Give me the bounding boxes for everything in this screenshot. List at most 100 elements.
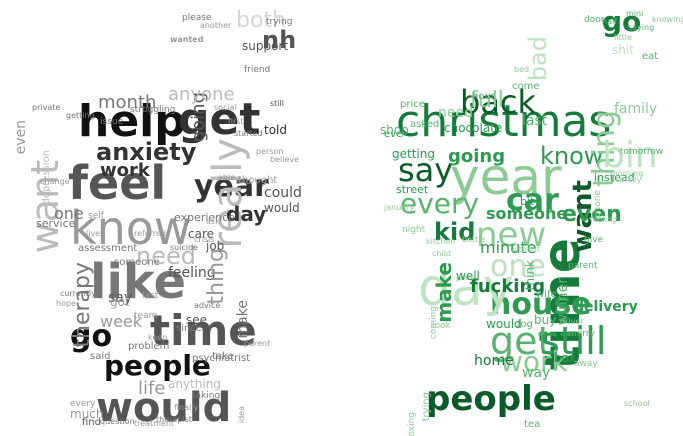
cloud-word: self	[88, 211, 104, 221]
cloud-word: please	[182, 13, 212, 23]
cloud-word: year	[450, 148, 562, 206]
cloud-word: getting	[66, 111, 95, 120]
cloud-word: box	[554, 351, 576, 365]
cloud-word: assessment	[78, 243, 138, 254]
cloud-word: got	[110, 295, 130, 309]
cloud-word: home	[474, 353, 514, 369]
cloud-word: support	[242, 39, 289, 53]
cloud-word: merry	[568, 329, 595, 339]
cloud-word: instead	[594, 171, 635, 184]
cloud-word: week	[100, 312, 143, 331]
cloud-word: trying	[421, 392, 432, 422]
cloud-word: told	[264, 123, 287, 137]
cloud-word: anyone	[168, 84, 235, 105]
cloud-word: morning	[610, 169, 644, 178]
cloud-word: tea	[524, 419, 541, 430]
cloud-word: fucking	[470, 276, 546, 297]
cloud-word: price	[400, 99, 425, 110]
cloud-word: bad	[524, 36, 552, 82]
cloud-word: issue	[100, 117, 124, 127]
cloud-word: asked	[410, 119, 440, 130]
cloud-word: minute	[480, 238, 537, 257]
cloud-word: boxing	[407, 412, 417, 436]
cloud-word: one	[54, 204, 84, 223]
cloud-word: said	[90, 351, 111, 362]
cloud-word: street	[396, 183, 429, 196]
cloud-word: getting	[392, 147, 435, 161]
cloud-word: team	[134, 311, 158, 321]
cloud-word: even	[562, 202, 622, 227]
cloud-word: treatment	[134, 419, 175, 428]
cloud-word: could	[264, 185, 302, 201]
cloud-word: eat	[642, 51, 659, 62]
cloud-word: feeling	[590, 215, 618, 224]
cloud-word: taking	[192, 391, 221, 401]
cloud-word: people	[426, 379, 556, 419]
cloud-word: problem	[128, 341, 170, 352]
cloud-word: friend	[244, 65, 271, 75]
cloud-word: know	[540, 142, 604, 170]
cloud-word: night	[402, 225, 426, 235]
cloud-word: hour	[472, 91, 495, 102]
cloud-word: delivery	[574, 299, 638, 315]
cloud-word: last	[142, 291, 159, 301]
cloud-word: need	[136, 242, 196, 270]
cloud-word: january	[384, 203, 415, 212]
cloud-word: able	[218, 173, 236, 182]
cloud-word: people	[104, 349, 211, 382]
cloud-word: without	[510, 245, 541, 254]
cloud-word: year	[194, 169, 269, 204]
cloud-word: school	[624, 399, 650, 408]
word-cloud-right: christmas year back people time get still house…	[340, 0, 683, 436]
word-cloud-left: help get feel know like would want time people ye…	[0, 0, 340, 436]
cloud-word: still	[540, 319, 607, 363]
cloud-word: bed	[514, 65, 530, 74]
cloud-word: job	[206, 239, 225, 253]
cloud-word: kid	[434, 218, 476, 246]
cloud-word: shop	[380, 123, 409, 137]
cloud-word: give	[584, 235, 604, 245]
cloud-word: would	[486, 317, 522, 331]
cloud-word: phone	[593, 190, 603, 219]
cloud-word: idea	[237, 406, 246, 424]
cloud-word: live	[86, 229, 101, 238]
cloud-word: nh	[262, 26, 297, 54]
cloud-word: bit	[520, 195, 535, 208]
cloud-word: started	[234, 129, 263, 138]
cloud-word: family	[614, 101, 658, 117]
cloud-word: shit	[612, 43, 634, 57]
cloud-word: work	[100, 160, 150, 181]
cloud-word: house	[490, 287, 592, 322]
cloud-word: question	[100, 417, 135, 426]
cloud-word: feeling	[168, 265, 216, 281]
cloud-word: every	[70, 399, 96, 409]
cloud-word: bin	[602, 135, 658, 176]
cloud-word: well	[456, 269, 480, 283]
cloud-word: anything	[168, 377, 221, 391]
cloud-word: since	[176, 323, 202, 334]
cloud-word: look	[432, 321, 451, 331]
cloud-word: therapist	[156, 415, 192, 424]
cloud-word: get	[178, 94, 261, 145]
cloud-word: car	[506, 183, 559, 218]
cloud-word: currently	[60, 289, 96, 298]
cloud-word: time	[150, 306, 257, 355]
cloud-word: new	[476, 215, 547, 255]
cloud-word: wanted	[170, 35, 204, 44]
cloud-word: parent	[568, 261, 598, 271]
cloud-word: person	[256, 147, 284, 156]
cloud-word: kitchen	[426, 237, 456, 246]
cloud-word: need	[438, 105, 473, 121]
cloud-word: get	[490, 319, 553, 363]
cloud-word: believe	[270, 155, 300, 164]
cloud-word: buy	[534, 313, 557, 327]
cloud-word: someone	[486, 204, 568, 223]
cloud-word: crisis	[194, 235, 215, 244]
cloud-word: eve	[384, 129, 403, 140]
cloud-word: mini	[626, 9, 644, 18]
cloud-word: feel	[68, 156, 167, 210]
cloud-word: day	[226, 202, 267, 226]
cloud-word: keep	[148, 333, 168, 342]
cloud-word: referred	[134, 229, 167, 238]
